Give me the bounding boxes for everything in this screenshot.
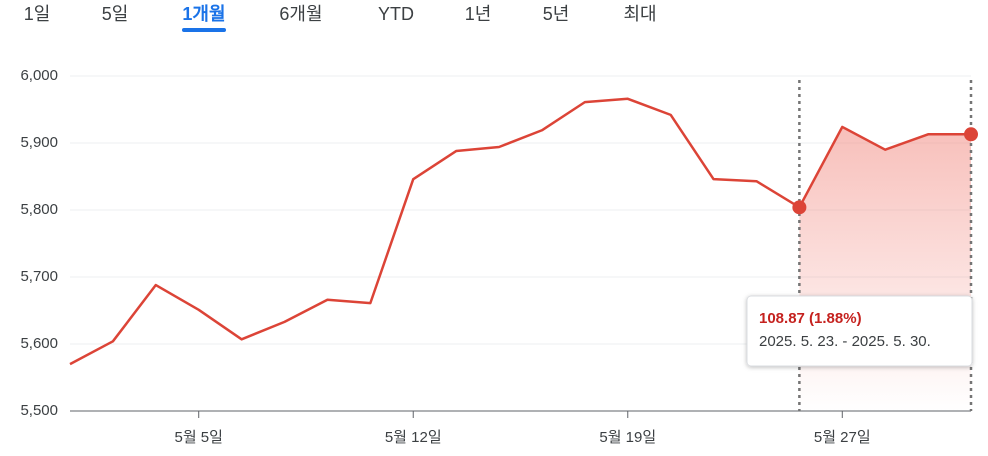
x-tick-label: 5월 27일	[814, 429, 871, 446]
x-tick-label: 5월 5일	[174, 429, 222, 446]
tab[interactable]: 1개월	[182, 4, 225, 24]
x-tick-label: 5월 19일	[599, 429, 656, 446]
tab[interactable]: 1일	[24, 4, 51, 24]
y-tick-label: 5,600	[20, 335, 58, 352]
tab[interactable]: YTD	[378, 4, 414, 24]
tooltip-change: 108.87 (1.88%)	[759, 310, 862, 327]
y-tick-label: 5,500	[20, 402, 58, 419]
tab[interactable]: 5년	[543, 4, 570, 24]
tab[interactable]: 5일	[102, 4, 129, 24]
tab[interactable]: 최대	[623, 4, 656, 24]
y-tick-label: 5,700	[20, 268, 58, 285]
y-tick-label: 5,800	[20, 201, 58, 218]
tooltip-range: 2025. 5. 23. - 2025. 5. 30.	[759, 333, 931, 350]
x-tick-label: 5월 12일	[385, 429, 442, 446]
tab[interactable]: 6개월	[279, 4, 322, 24]
y-tick-label: 5,900	[20, 134, 58, 151]
tab-underline	[182, 28, 226, 32]
point	[792, 200, 807, 215]
y-tick-label: 6,000	[20, 67, 58, 84]
tab[interactable]: 1년	[465, 4, 492, 24]
point	[964, 127, 978, 142]
selection-area	[799, 126, 971, 412]
line	[69, 97, 971, 366]
tooltip	[746, 295, 973, 367]
